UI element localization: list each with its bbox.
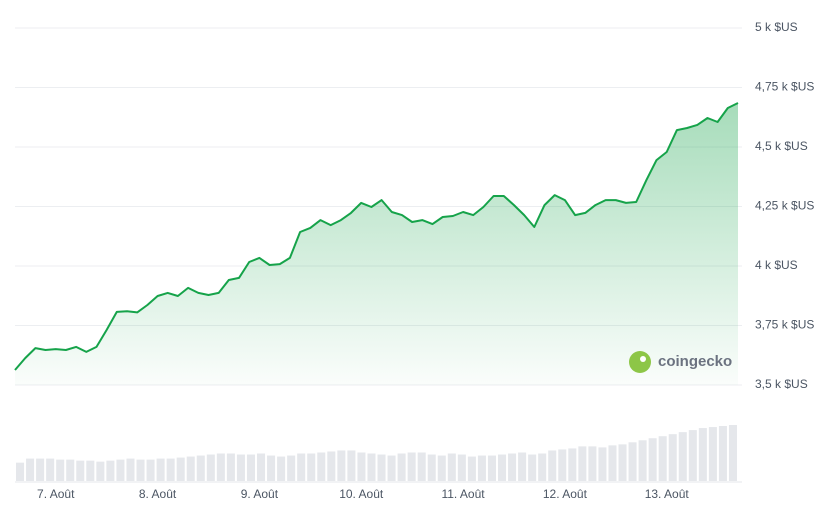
volume-bar bbox=[397, 453, 406, 481]
volume-bar bbox=[297, 453, 306, 481]
volume-bar bbox=[337, 450, 346, 481]
x-tick-label: 8. Août bbox=[139, 487, 177, 501]
volume-bar bbox=[126, 458, 135, 481]
x-tick-label: 10. Août bbox=[339, 487, 384, 501]
volume-bar bbox=[367, 453, 376, 481]
y-tick-label: 3,5 k $US bbox=[755, 377, 808, 391]
y-tick-label: 4,25 k $US bbox=[755, 199, 814, 213]
volume-bar bbox=[407, 452, 416, 481]
y-tick-label: 4 k $US bbox=[755, 258, 798, 272]
volume-bar bbox=[16, 462, 25, 481]
volume-bar bbox=[226, 453, 235, 481]
volume-bar bbox=[538, 453, 547, 481]
volume-bar bbox=[718, 426, 727, 481]
volume-bar bbox=[427, 454, 436, 481]
volume-bar bbox=[267, 455, 276, 481]
volume-bar bbox=[307, 453, 316, 481]
volume-bar bbox=[487, 455, 496, 481]
volume-bar bbox=[528, 454, 537, 481]
volume-bar bbox=[26, 458, 35, 481]
volume-bar bbox=[206, 454, 215, 481]
volume-bar bbox=[457, 454, 466, 481]
y-tick-label: 3,75 k $US bbox=[755, 318, 814, 332]
volume-bar bbox=[498, 454, 507, 481]
volume-bar bbox=[568, 448, 577, 481]
volume-bar bbox=[46, 458, 55, 481]
price-area bbox=[15, 103, 738, 385]
volume-bar bbox=[66, 459, 75, 481]
volume-bar bbox=[608, 445, 617, 481]
volume-bar bbox=[236, 454, 245, 481]
y-tick-label: 4,75 k $US bbox=[755, 80, 814, 94]
volume-bar bbox=[146, 459, 155, 481]
volume-bar bbox=[678, 432, 687, 481]
volume-bar bbox=[347, 450, 356, 481]
x-tick-label: 13. Août bbox=[645, 487, 690, 501]
volume-bar bbox=[136, 459, 145, 481]
volume-bar bbox=[728, 425, 737, 481]
volume-bar bbox=[176, 457, 185, 481]
volume-bar bbox=[618, 444, 627, 481]
volume-bar bbox=[698, 428, 707, 481]
price-line bbox=[14, 102, 739, 371]
volume-bar bbox=[166, 458, 175, 481]
volume-bar bbox=[96, 461, 105, 481]
volume-bar bbox=[156, 458, 165, 481]
volume-bar bbox=[287, 455, 296, 481]
volume-bar bbox=[257, 453, 266, 481]
volume-bar bbox=[387, 455, 396, 481]
volume-bar bbox=[357, 452, 366, 481]
x-tick-label: 7. Août bbox=[37, 487, 75, 501]
volume-bar bbox=[417, 452, 426, 481]
volume-bar bbox=[628, 442, 637, 481]
volume-bar bbox=[447, 453, 456, 481]
volume-bar bbox=[638, 440, 647, 481]
volume-bar bbox=[658, 436, 667, 481]
volume-bar bbox=[76, 460, 85, 481]
volume-bar bbox=[477, 455, 486, 481]
y-tick-label: 4,5 k $US bbox=[755, 139, 808, 153]
watermark: coingecko bbox=[629, 351, 732, 373]
volume-bar bbox=[317, 452, 326, 481]
volume-bar bbox=[36, 458, 45, 481]
x-tick-label: 11. Août bbox=[441, 487, 485, 501]
y-tick-label: 5 k $US bbox=[755, 20, 798, 34]
watermark-text: coingecko bbox=[658, 353, 732, 370]
volume-bar bbox=[116, 459, 125, 481]
volume-bar bbox=[196, 455, 205, 481]
volume-bar bbox=[56, 459, 65, 481]
volume-bar bbox=[327, 451, 336, 481]
volume-bar bbox=[598, 447, 607, 481]
volume-bar bbox=[508, 453, 517, 481]
logo-eye bbox=[640, 356, 646, 362]
volume-bar bbox=[668, 434, 677, 481]
volume-bar bbox=[277, 456, 286, 481]
volume-bar bbox=[186, 456, 195, 481]
volume-bar bbox=[578, 446, 587, 481]
volume-bar bbox=[467, 456, 476, 481]
x-tick-label: 12. Août bbox=[543, 487, 588, 501]
volume-bar bbox=[377, 454, 386, 481]
logo bbox=[629, 351, 651, 373]
volume-bar bbox=[437, 455, 446, 481]
volume-bar bbox=[216, 453, 225, 481]
volume-bar bbox=[548, 450, 557, 481]
volume-bar bbox=[558, 449, 567, 481]
volume-bar bbox=[688, 430, 697, 481]
volume-bar bbox=[246, 454, 255, 481]
volume-bar bbox=[106, 460, 115, 481]
x-tick-label: 9. Août bbox=[241, 487, 279, 501]
volume-bar bbox=[648, 438, 657, 481]
volume-bar bbox=[708, 427, 717, 481]
volume-bar bbox=[588, 446, 597, 481]
volume-bar bbox=[518, 452, 527, 481]
volume-bar bbox=[86, 460, 95, 481]
